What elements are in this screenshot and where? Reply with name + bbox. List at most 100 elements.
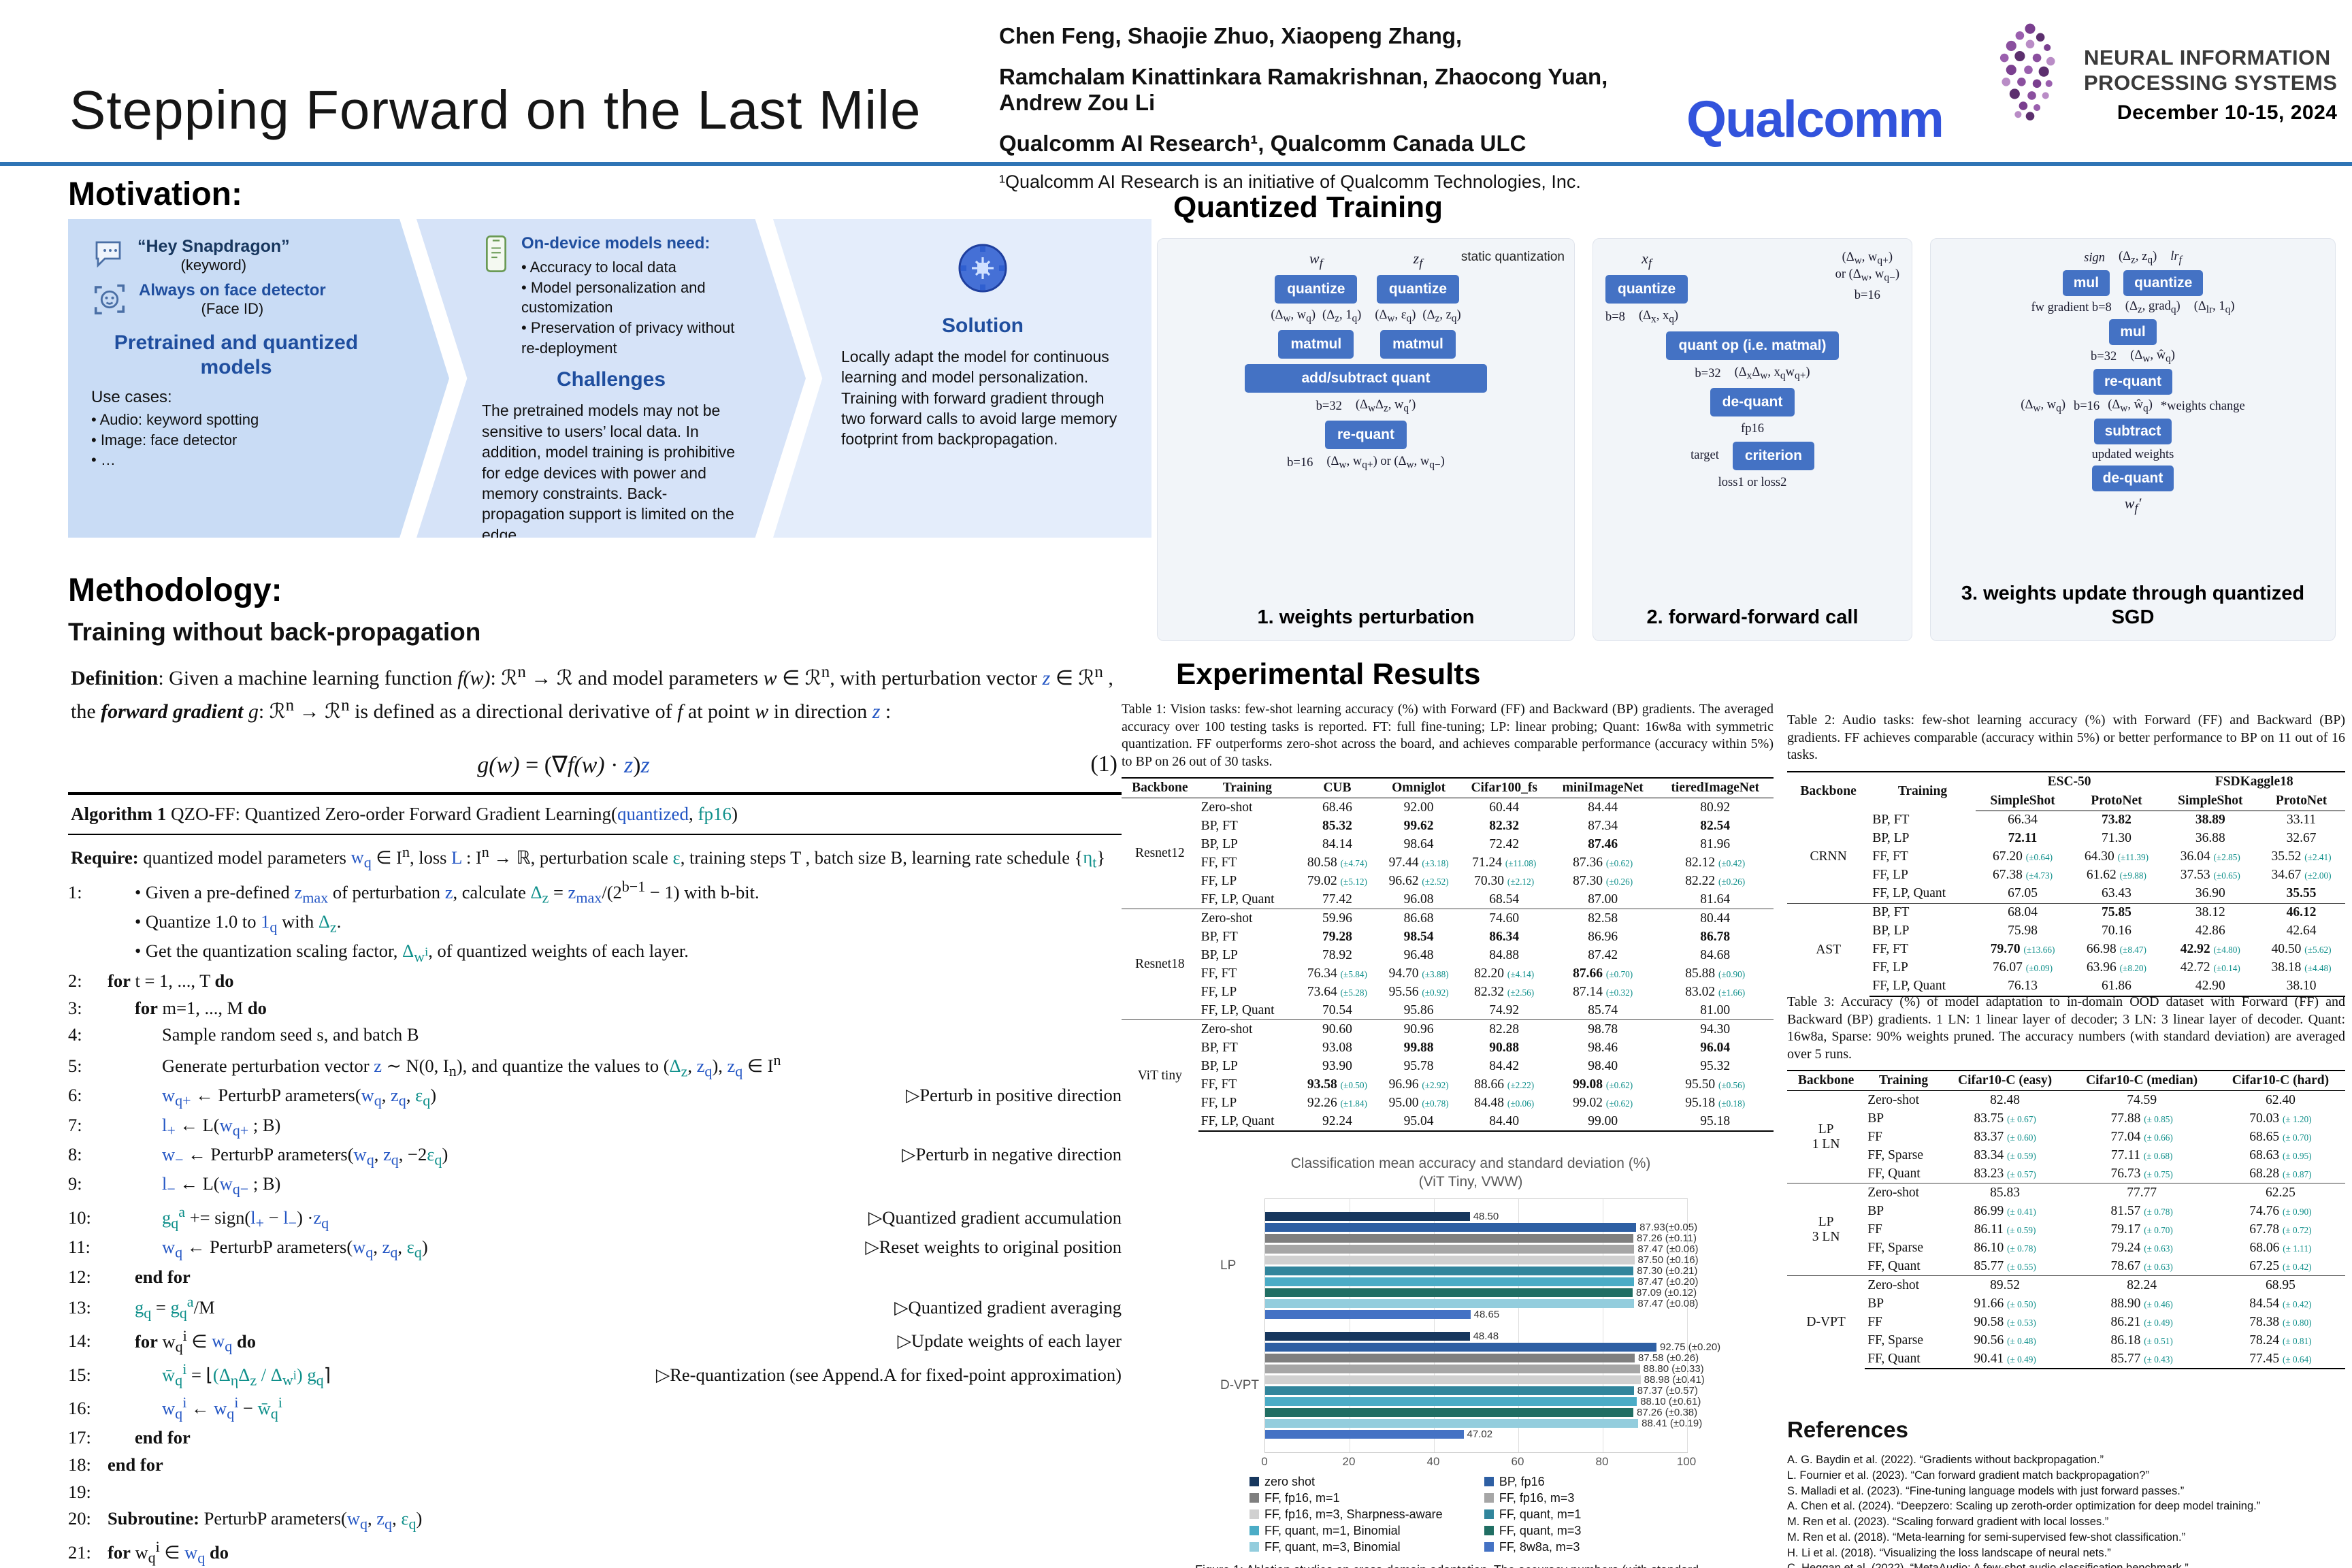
- table-row: BP, LP 78.92 96.48 84.88 87.42 84.68: [1200, 947, 1731, 962]
- zf-label: zf: [1413, 250, 1423, 270]
- table-row: D-VPT Zero-shot 89.52 82.24 68.95: [1787, 1275, 2345, 1369]
- chart-bar-row: 87.37 (±0.57): [1265, 1385, 1698, 1396]
- table-row: FF, LP 76.07 (±0.09) 63.96 (±8.20) 42.72 (±…: [1872, 960, 2332, 975]
- face-id-icon: [91, 281, 128, 321]
- list-item: • Accuracy to local data: [521, 259, 676, 276]
- table-row: Resnet12 Zero-shot 68.46 92.00 60.44 84.44 80.…: [1135, 800, 1731, 861]
- mul-box: mul: [2062, 270, 2110, 296]
- label-b16: b=16: [1287, 455, 1313, 470]
- label-b16: b=16: [1854, 289, 1880, 303]
- table-row: FF, Sparse 83.34 (± 0.59) 77.11 (± 0.68) 68…: [1867, 1147, 2312, 1162]
- algorithm-body: 1: • Given a pre-defined zmax of perturba…: [68, 875, 1122, 1568]
- table-row: FF, FT 80.58 (±4.74) 97.44 (±3.18) 71.24 (±…: [1200, 855, 1746, 870]
- algorithm-require: Require: quantized model parameters wq ∈…: [71, 843, 1106, 871]
- legend-swatch-icon: [1250, 1542, 1259, 1552]
- x-tick-label: 80: [1595, 1454, 1609, 1468]
- algorithm-line: 2: for t = 1, ..., T do: [68, 970, 234, 991]
- chart-bar-row: 47.02: [1265, 1428, 1687, 1440]
- chart-bar: [1265, 1212, 1470, 1222]
- chart-bar-row: 88.98 (±0.41): [1265, 1374, 1705, 1386]
- legend-swatch-icon: [1484, 1509, 1494, 1520]
- legend-item: FF, quant, m=3, Binomial: [1250, 1540, 1477, 1554]
- header-divider: [0, 162, 2352, 166]
- legend-swatch-icon: [1484, 1526, 1494, 1536]
- chart-bar: [1265, 1245, 1635, 1254]
- chart-bar: [1265, 1343, 1657, 1352]
- chart-bar-value: 48.65: [1473, 1309, 1500, 1321]
- list-item: • Preservation of privacy without re-dep…: [521, 319, 735, 357]
- legend-swatch-icon: [1484, 1493, 1494, 1503]
- x-tick-label: 100: [1676, 1454, 1697, 1468]
- motivation-panel: “Hey Snapdragon” (keyword) Always on fac…: [68, 219, 1152, 538]
- algorithm-line: 17: end for: [68, 1427, 191, 1448]
- label-lr-1q: (Δlr, 1q): [2193, 299, 2235, 316]
- algorithm-line: 5: Generate perturbation vector z ∼ N(0, …: [68, 1051, 781, 1080]
- table-2-block: Table 2: Audio tasks: few-shot learning …: [1787, 712, 2345, 997]
- reference-item: L. Fournier et al. (2023). “Can forward …: [1787, 1469, 2149, 1482]
- legend-item: FF, fp16, m=3, Sharpness-aware: [1250, 1507, 1477, 1522]
- algorithm-line: 16: wqi ← wqi − w̄qi: [68, 1393, 282, 1422]
- chart-bar-row: 87.50 (±0.16): [1265, 1254, 1699, 1266]
- chart-bar-row: 48.50: [1265, 1211, 1687, 1222]
- table-row: BP, LP 75.98 70.16 42.86 42.64: [1872, 924, 2317, 938]
- neurips-date: December 10-15, 2024: [2117, 101, 2338, 125]
- diagram2-caption: 2. forward-forward call: [1646, 606, 1859, 629]
- phone-icon: [482, 234, 510, 277]
- label-b32: b=32: [2091, 350, 2117, 364]
- chart-bar: [1265, 1430, 1464, 1439]
- table-row: ViT tiny Zero-shot 90.60 90.96 82.28 98.78 94.…: [1122, 1019, 1774, 1132]
- chart-bar: [1265, 1256, 1635, 1265]
- algorithm-line: 19:: [68, 1481, 91, 1502]
- label-dw-wq: (Δw, wq): [2021, 398, 2065, 414]
- equation-1: g(w) = (∇f(w) · z)z (1): [71, 751, 1117, 779]
- authors-line-1: Chen Feng, Shaojie Zhuo, Xiaopeng Zhang,: [999, 23, 1463, 48]
- use-cases-label: Use cases:: [91, 388, 172, 406]
- table-2-host: Backbone Training ESC-50 FSDKaggle18 SimpleS…: [1787, 770, 2345, 997]
- table-3-block: Table 3: Accuracy (%) of model adaptatio…: [1787, 994, 2345, 1370]
- motivation-chevron-3: Solution Locally adapt the model for con…: [773, 219, 1152, 538]
- table-row: BP, LP 93.90 95.78 84.42 98.40 95.32: [1200, 1058, 1731, 1073]
- algorithm-line: 11: wq ← PerturbP arameters(wq, zq, εq) ▷R…: [68, 1237, 1122, 1261]
- references-list: A. G. Baydin et al. (2022). “Gradients w…: [1787, 1452, 2347, 1568]
- table-row: BP 83.75 (± 0.67) 77.88 (± 0.85) 70.03 (± 1…: [1867, 1111, 2312, 1126]
- table-row: BP, LP 84.14 98.64 72.42 87.46 81.96: [1200, 836, 1731, 851]
- legend-item: FF, quant, m=1: [1484, 1507, 1746, 1522]
- algorithm-1: Algorithm 1 QZO-FF: Quantized Zero-order…: [68, 792, 1122, 1568]
- table-row: FF, LP 92.26 (±1.84) 95.00 (±0.78) 84.48 (±…: [1200, 1095, 1746, 1110]
- table-row: FF, FT 93.58 (±0.50) 96.96 (±2.92) 88.66 (±…: [1200, 1077, 1746, 1092]
- authors-line-2: Ramchalam Kinattinkara Ramakrishnan, Zha…: [999, 64, 1608, 115]
- gridline: [1434, 1198, 1435, 1452]
- legend-swatch-icon: [1250, 1477, 1259, 1487]
- chart-bar: [1265, 1299, 1635, 1309]
- reference-item: H. Li et al. (2018). “Visualizing the lo…: [1787, 1546, 2111, 1559]
- algorithm-line: 7: l+ ← L(wq+ ; B): [68, 1114, 281, 1139]
- chart-bar: [1265, 1234, 1633, 1243]
- equation-body: g(w) = (∇f(w) · z)z: [477, 753, 650, 778]
- legend-item: BP, fp16: [1484, 1475, 1746, 1489]
- chart-bar: [1265, 1386, 1634, 1396]
- quant-op-box: quant op (i.e. matmal): [1666, 331, 1839, 361]
- challenges-text: The pretrained models may not be sensiti…: [482, 402, 736, 544]
- list-item: • Audio: keyword spotting: [91, 411, 259, 428]
- on-device-needs-title: On-device models need:: [521, 234, 710, 252]
- algorithm-line: 18: end for: [68, 1454, 163, 1475]
- chart-bar-row: 87.47 (±0.06): [1265, 1243, 1698, 1255]
- diagram3-caption: 3. weights update through quantized SGD: [1961, 583, 2305, 629]
- label-sign: sign: [2084, 250, 2105, 265]
- face-detector-title: Always on face detector: [139, 281, 326, 299]
- solution-title: Solution: [942, 314, 1024, 337]
- table-row: BP, FT 79.28 98.54 86.34 86.96 86.78: [1200, 929, 1731, 944]
- label-fp16: fp16: [1741, 421, 1764, 436]
- chart-group-D-VPT: D-VPT 48.48 92.75 (±0.20) 87.58 (±0.26) 88.8…: [1220, 1330, 1720, 1440]
- poster-title: Stepping Forward on the Last Mile: [69, 79, 921, 140]
- table-row: FF, LP, Quant 70.54 95.86 74.92 85.74 81.00: [1200, 1002, 1731, 1017]
- label-dx-xq: (Δx, xq): [1638, 309, 1679, 326]
- quantized-training-diagrams: static quantization wf quantize (Δw, wq)…: [1157, 238, 2348, 641]
- table-row: BP 86.99 (± 0.41) 81.57 (± 0.78) 74.76 (± 0…: [1867, 1203, 2312, 1218]
- algorithm-line: 9: l− ← L(wq− ; B): [68, 1173, 281, 1198]
- x-tick-label: 0: [1261, 1454, 1268, 1468]
- algorithm-line: 4: Sample random seed s, and batch B: [68, 1024, 419, 1045]
- chart-bar: [1265, 1419, 1639, 1428]
- label-dz-zq: (Δz, zq): [2118, 250, 2157, 266]
- quantize-box: quantize: [1376, 275, 1460, 304]
